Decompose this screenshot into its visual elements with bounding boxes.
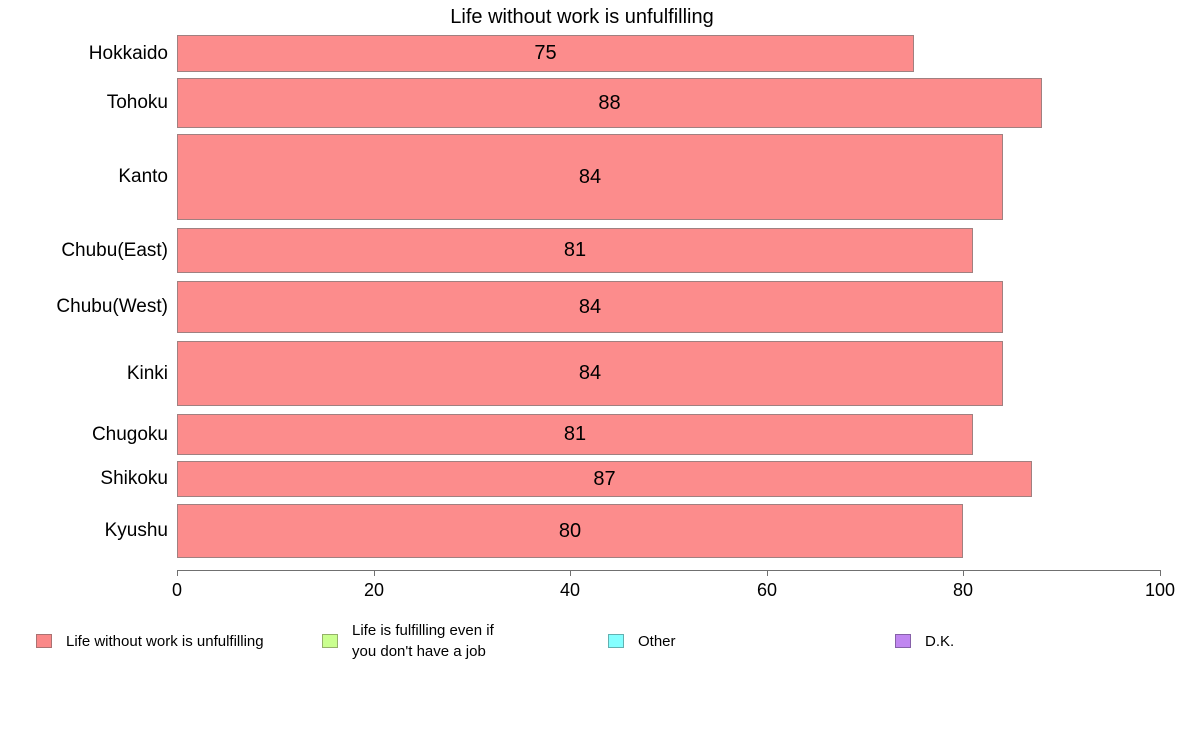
legend-item-other: Other	[608, 618, 676, 664]
legend-label: Other	[638, 632, 676, 650]
legend-item-life-is-fulfilling-even-if: Life is fulfilling even if you don't hav…	[322, 618, 494, 664]
y-axis-label-kyushu: Kyushu	[104, 520, 168, 541]
bar-chubu-west: 84	[177, 281, 1003, 333]
x-axis-tick	[570, 570, 571, 576]
x-axis-tick	[963, 570, 964, 576]
bar-value-label: 84	[578, 362, 602, 384]
x-axis-tick	[374, 570, 375, 576]
y-axis-label-kinki: Kinki	[126, 362, 168, 384]
bar-kanto: 84	[177, 134, 1003, 220]
legend-label: Life is fulfilling even if you don't hav…	[352, 622, 494, 660]
x-axis-tick-label: 20	[363, 580, 385, 600]
x-axis-line	[177, 570, 1160, 571]
legend-item-life-without-work-is-unfulfilling: Life without work is unfulfilling	[36, 618, 264, 664]
x-axis-tick-label: 100	[1144, 580, 1176, 600]
x-axis-tick	[177, 570, 178, 576]
y-axis-label-tohoku: Tohoku	[106, 92, 168, 113]
bar-value-label: 88	[598, 91, 621, 114]
bar-value-label: 81	[563, 239, 587, 261]
x-axis-tick-label: 60	[756, 580, 778, 600]
bar-value-label: 87	[593, 467, 616, 490]
x-axis-tick-label: 80	[952, 580, 974, 600]
y-axis-label-chugoku: Chugoku	[91, 423, 168, 445]
legend-label: D.K.	[925, 632, 955, 650]
legend-swatch-icon	[895, 634, 911, 648]
legend-label: Life without work is unfulfilling	[66, 632, 264, 650]
bar-kyushu: 80	[177, 504, 963, 558]
legend-swatch-icon	[36, 634, 52, 648]
x-axis-tick-label: 0	[171, 580, 182, 600]
bar-value-label: 75	[534, 42, 557, 64]
x-axis-tick	[767, 570, 768, 576]
y-axis-label-kanto: Kanto	[118, 166, 168, 187]
bar-tohoku: 88	[177, 78, 1042, 128]
y-axis-label-chubu-west: Chubu(West)	[56, 296, 168, 317]
y-axis-label-chubu-east: Chubu(East)	[61, 239, 168, 261]
y-axis-label-shikoku: Shikoku	[100, 468, 168, 489]
bar-chugoku: 81	[177, 414, 973, 455]
bar-hokkaido: 75	[177, 35, 914, 72]
bar-kinki: 84	[177, 341, 1003, 406]
bar-value-label: 81	[563, 423, 587, 445]
x-axis-tick	[1160, 570, 1161, 576]
legend-swatch-icon	[608, 634, 624, 648]
bar-chubu-east: 81	[177, 228, 973, 273]
x-axis-tick-label: 40	[559, 580, 581, 600]
legend-item-d-k: D.K.	[895, 618, 954, 664]
bar-value-label: 80	[558, 519, 582, 542]
bar-value-label: 84	[578, 295, 602, 318]
chart-title: Life without work is unfulfilling	[450, 6, 714, 28]
bar-value-label: 84	[578, 165, 602, 188]
y-axis-label-hokkaido: Hokkaido	[88, 42, 168, 64]
legend-swatch-icon	[322, 634, 338, 648]
bar-shikoku: 87	[177, 461, 1032, 497]
